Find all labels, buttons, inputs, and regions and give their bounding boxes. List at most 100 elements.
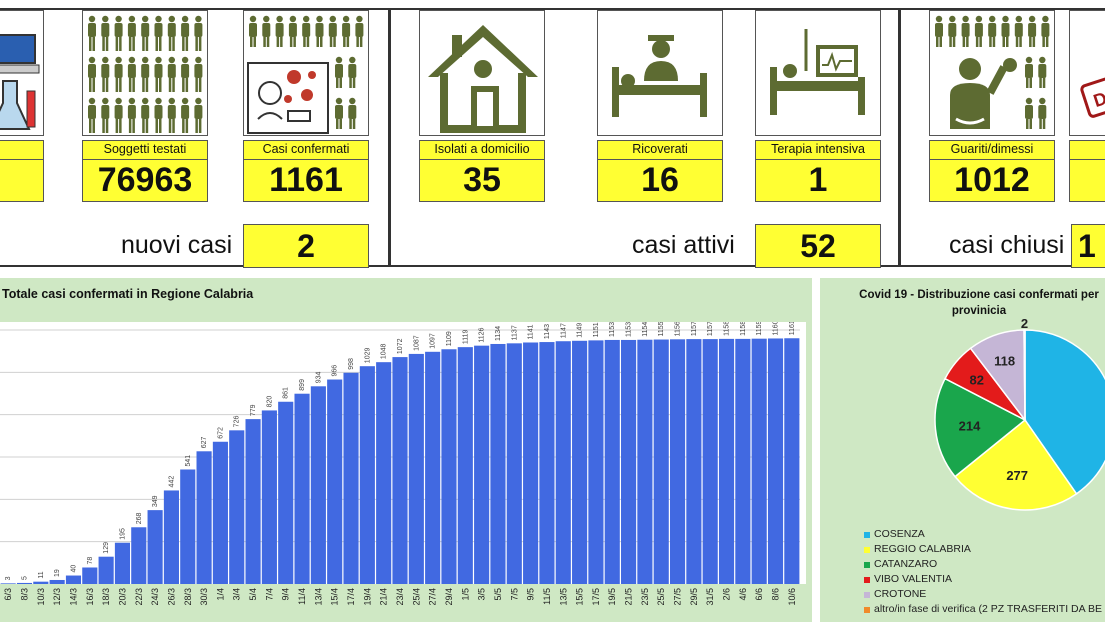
bar [16,582,33,584]
casi-chiusi-value: 1 [1071,224,1105,268]
pie-chart: 277 214 82 118 2 [934,316,1105,511]
x-tick-label: 1/4 [215,588,225,601]
tile-terapia-intensiva: Terapia intensiva 1 [755,10,881,202]
bar-data-label: 998 [348,358,355,370]
bar-data-label: 11 [38,571,45,578]
tile-label: Ricoverati [597,140,723,160]
house-icon [419,10,545,136]
x-tick-label: 30/3 [199,588,209,606]
bar [718,338,735,584]
bar [33,581,49,584]
x-tick-label: 29/5 [689,588,699,606]
tile-label: Terapia intensiva [755,140,881,160]
bar-data-label: 442 [168,476,175,488]
bar-data-label: 1134 [495,326,502,341]
x-tick-label: 4/6 [738,588,748,601]
bar-data-label: 19 [54,569,61,577]
bar [425,351,441,584]
bar-data-label: 627 [201,436,208,448]
bar-data-label: 1153 [626,322,633,337]
bar-data-label: 1147 [560,323,567,338]
bar [294,393,310,584]
legend-label: altro/in fase di verifica (2 PZ TRASFERI… [874,603,1102,615]
bar [441,349,457,584]
tile-value [1069,160,1105,202]
bar-data-label: 1109 [446,331,453,346]
bar [131,527,147,584]
bar-data-label: 1159 [756,322,763,336]
bar [637,339,653,584]
bar-data-label: 726 [234,416,241,428]
tile-value: 1012 [929,160,1055,202]
bar [65,575,82,584]
bar [180,469,196,584]
bar-data-label: 268 [136,512,143,524]
bar-data-label: 861 [283,387,290,399]
x-tick-label: 8/6 [771,588,781,601]
legend-item: REGGIO CALABRIA [864,542,1102,557]
nuovi-casi-value: 2 [243,224,369,268]
legend-swatch [864,561,870,568]
bar [408,353,424,584]
bar-data-label: 1157 [691,322,698,336]
pie-data-label: 214 [959,419,981,434]
bar [0,583,16,584]
x-tick-label: 29/4 [444,588,454,606]
icu-bed-icon [755,10,881,136]
legend-item: CROTONE [864,587,1102,602]
tile-value: 16 [597,160,723,202]
bar [196,451,212,584]
pie-data-label: 118 [994,353,1015,368]
legend-label: VIBO VALENTIA [874,573,952,585]
deceased-stamp-icon: DE [1069,10,1105,136]
bar [751,338,767,584]
recovered-person-icon [929,10,1055,136]
bar [49,579,65,584]
x-tick-label: 1/5 [460,588,470,601]
bar [392,357,408,584]
x-tick-label: 10/3 [36,588,46,606]
legend-swatch [864,531,870,538]
x-tick-label: 21/5 [624,588,634,606]
bar-data-label: 672 [217,427,224,439]
legend-swatch [864,606,870,613]
x-tick-label: 26/3 [166,588,176,606]
x-tick-label: 9/4 [281,588,291,601]
tile-ricoverati: Ricoverati 16 [597,10,723,202]
bar-data-label: 3 [5,576,12,580]
bar [212,441,228,584]
bar-data-label: 966 [332,365,339,377]
bar-data-label: 934 [315,372,322,384]
x-tick-label: 7/4 [264,588,274,601]
bar-data-label: 129 [103,542,110,554]
tile-soggetti-testati: Soggetti testati 76963 [82,10,208,202]
pie-data-label: 82 [970,372,984,387]
bar [767,338,784,584]
bar [163,490,179,584]
tile-isolati-domicilio: Isolati a domicilio 35 [419,10,545,202]
casi-attivi-value: 52 [755,224,881,268]
x-tick-label: 27/5 [673,588,683,606]
lab-computer-icon [0,10,44,136]
bar-data-label: 779 [250,404,257,416]
x-tick-label: 21/4 [379,588,389,606]
bar [735,338,751,584]
bar [555,341,571,584]
tile-value: 1 [755,160,881,202]
pie-slice [934,377,1027,478]
bar [572,340,588,584]
tile-label [1069,140,1105,160]
x-tick-label: 19/5 [607,588,617,606]
bar-data-label: 1155 [658,322,665,337]
bar-data-label: 78 [87,557,94,565]
x-tick-label: 28/3 [183,588,193,606]
bar [588,340,604,584]
bar [506,343,522,584]
x-tick-label: 3/5 [477,588,487,601]
legend-item: altro/in fase di verifica (2 PZ TRASFERI… [864,602,1102,617]
bar-data-label: 1157 [707,322,714,336]
x-tick-label: 18/3 [101,588,111,606]
bar-data-label: 1126 [479,328,486,343]
bar-data-label: 1158 [740,322,747,336]
bar [669,339,686,584]
